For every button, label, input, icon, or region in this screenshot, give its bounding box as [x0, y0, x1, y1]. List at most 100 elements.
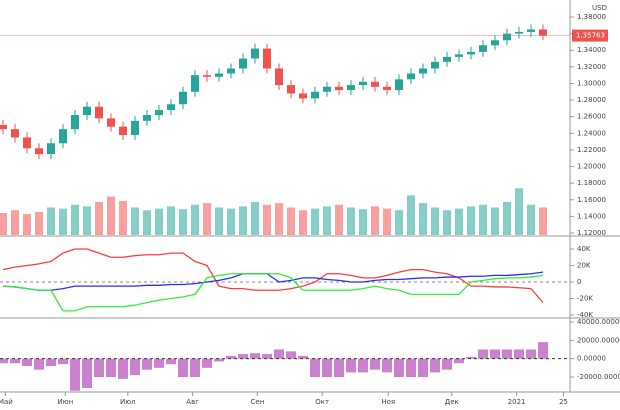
hist-bar	[346, 358, 356, 373]
candle-body	[299, 93, 307, 99]
candle-body	[275, 68, 283, 86]
volume-bar	[227, 208, 235, 235]
hist-bar	[394, 358, 404, 377]
candle-body	[155, 110, 163, 116]
y-tick-label: 0	[577, 278, 581, 286]
last-price-label: 1.35763	[576, 32, 605, 40]
hist-bar	[214, 358, 224, 362]
x-tick-label: Июн	[58, 398, 74, 406]
volume-bar	[383, 208, 391, 235]
y-tick-label: 1.22000	[577, 146, 606, 154]
volume-bar	[455, 208, 463, 235]
volume-bar	[527, 204, 535, 235]
candle-body	[539, 29, 547, 36]
volume-bar	[119, 200, 127, 235]
volume-bar	[407, 195, 415, 235]
hist-bar	[418, 358, 428, 377]
hist-bar	[82, 358, 92, 388]
y-tick-label: 1.24000	[577, 129, 606, 137]
hist-bar	[34, 358, 44, 370]
hist-bar	[286, 351, 296, 359]
volume-bar	[71, 204, 79, 235]
indicator-line	[2, 273, 544, 312]
volume-bar	[287, 207, 295, 235]
hist-bar	[226, 355, 236, 359]
volume-bar	[419, 203, 427, 235]
y-tick-label: -40K	[577, 311, 593, 319]
x-tick-label: Июл	[120, 398, 136, 406]
candle-body	[0, 125, 7, 130]
hist-bar	[514, 349, 524, 359]
volume-bar	[299, 210, 307, 235]
x-tick-label: Дек	[445, 398, 459, 406]
x-tick-label: Авг	[186, 398, 199, 406]
hist-bar	[502, 349, 512, 359]
candle-body	[95, 106, 103, 119]
x-tick-label: 25	[559, 398, 568, 406]
candle-body	[347, 85, 355, 91]
indicator-line	[2, 248, 544, 304]
volume-bar	[155, 208, 163, 235]
candle-body	[239, 58, 247, 69]
y-tick-label: 1.32000	[577, 63, 606, 71]
candle-body	[227, 68, 235, 74]
y-tick-label: 1.30000	[577, 79, 606, 87]
candle-body	[119, 126, 127, 135]
hist-bar	[442, 358, 452, 370]
volume-bar	[83, 206, 91, 235]
candle-body	[251, 48, 259, 59]
candle-body	[167, 104, 175, 111]
candle-body	[263, 48, 271, 69]
volume-bar	[0, 213, 7, 235]
hist-bar	[238, 354, 248, 359]
volume-bar	[335, 204, 343, 235]
volume-bar	[251, 202, 259, 235]
candle-body	[11, 129, 19, 138]
hist-bar	[46, 358, 56, 366]
volume-bar	[359, 209, 367, 235]
y-tick-label: 1.12000	[577, 229, 606, 237]
volume-bar	[11, 210, 19, 235]
hist-bar	[154, 358, 164, 368]
volume-bar	[275, 203, 283, 235]
volume-bar	[431, 207, 439, 235]
volume-bar	[311, 208, 319, 235]
y-tick-label: 1.28000	[577, 96, 606, 104]
candle-body	[431, 61, 439, 69]
hist-bar	[310, 358, 320, 377]
candle-body	[479, 45, 487, 52]
hist-bar	[130, 358, 140, 376]
candle-body	[179, 91, 187, 105]
volume-bar	[395, 210, 403, 235]
candle-body	[191, 75, 199, 92]
candle-body	[287, 85, 295, 94]
hist-bar	[0, 358, 8, 364]
volume-bar	[47, 207, 55, 235]
candle-body	[503, 33, 511, 41]
volume-bar	[107, 196, 115, 235]
y-tick-label: 1.16000	[577, 196, 606, 204]
hist-bar	[322, 358, 332, 377]
volume-bar	[179, 209, 187, 235]
hist-bar	[274, 349, 284, 359]
candle-body	[131, 120, 139, 135]
candle-body	[323, 86, 331, 92]
volume-bar	[539, 207, 547, 235]
candle-body	[455, 54, 463, 57]
candle-body	[371, 81, 379, 87]
volume-bar	[503, 202, 511, 235]
volume-bar	[443, 210, 451, 235]
last-price-box	[572, 29, 608, 42]
volume-bar	[215, 207, 223, 235]
volume-bar	[263, 204, 271, 235]
volume-bar	[35, 211, 43, 235]
candle-body	[419, 68, 427, 74]
volume-bar	[323, 206, 331, 235]
hist-bar	[430, 358, 440, 373]
hist-bar	[106, 358, 116, 377]
hist-bar	[94, 358, 104, 377]
x-tick-label: Сен	[251, 398, 265, 406]
hist-bar	[334, 358, 344, 377]
volume-bar	[239, 206, 247, 235]
